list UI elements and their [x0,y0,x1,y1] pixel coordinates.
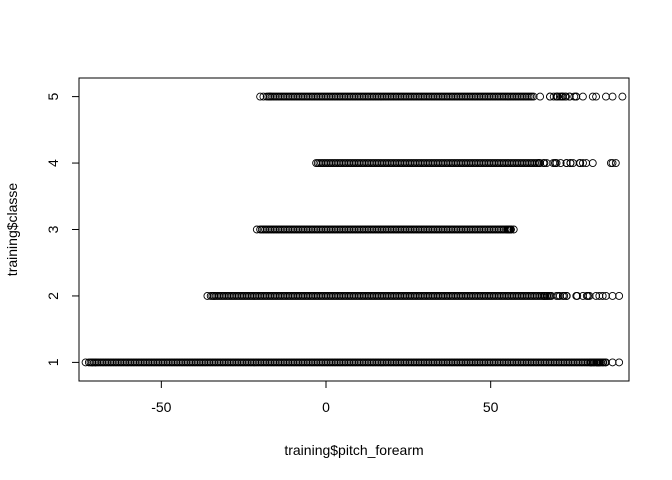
data-point [608,92,617,101]
series-y4 [312,159,620,168]
data-point [536,92,545,101]
data-point [572,292,581,300]
data-point [506,225,515,234]
series-y5 [256,92,627,101]
data-point [539,159,548,168]
data-point [608,159,617,168]
data-point [542,159,551,168]
data-point [615,292,624,300]
data-point [611,159,620,168]
data-point [618,92,627,101]
data-point [598,358,607,367]
data-point [91,358,100,367]
data-point [556,159,565,168]
data-point [553,92,562,101]
data-point [615,358,624,367]
data-point [586,358,595,367]
series-y3 [252,225,518,234]
data-point [256,92,265,101]
x-axis: -50 0 50 [151,380,499,415]
series-y1 [81,358,624,367]
data-point [562,292,571,300]
data-point [504,225,513,234]
data-point [578,92,587,101]
y-tick-label: 1 [45,358,61,366]
x-tick-label: 50 [483,399,499,415]
data-point [588,92,597,101]
data-point [561,92,570,101]
data-point [266,92,274,101]
series-y2 [203,292,624,300]
y-tick-label: 2 [45,292,61,300]
y-tick-label: 3 [45,225,61,233]
data-point [552,159,561,168]
data-point [509,225,518,234]
y-tick-label: 4 [45,159,61,167]
data-point [566,159,575,168]
x-axis-label: training$pitch_forearm [284,442,423,458]
data-point [542,292,551,300]
points-layer [81,92,627,367]
data-point [588,358,597,367]
data-point [555,92,564,101]
data-point [588,159,597,168]
data-point [549,92,558,101]
data-point [560,292,569,300]
y-axis: 1 2 3 4 5 [45,93,80,366]
y-tick-label: 5 [45,93,61,101]
data-point [579,159,587,168]
data-point [598,292,607,300]
x-tick-label: -50 [151,399,171,415]
x-tick-label: 0 [322,399,330,415]
data-point [210,292,218,300]
data-point [592,92,601,101]
y-axis-label: training$classe [4,183,20,277]
data-point [88,358,97,367]
data-point [552,292,561,300]
data-point [546,92,554,101]
data-point [252,225,261,234]
